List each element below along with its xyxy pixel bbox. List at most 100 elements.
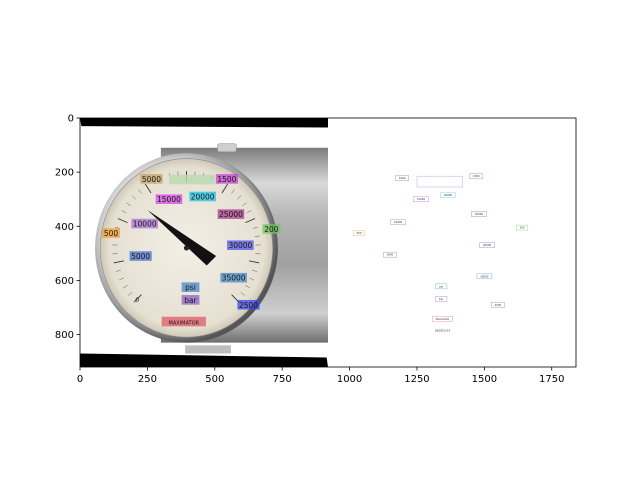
layout-box: 20000 [440, 192, 456, 198]
x-tick-label: 1750 [539, 374, 564, 385]
gauge-label-box: 500 [102, 228, 120, 238]
gauge-label-text: psi [185, 283, 196, 292]
y-tick-label: 600 [55, 276, 74, 287]
x-tick-label: 500 [205, 374, 224, 385]
layout-box-outline [516, 224, 529, 231]
gauge-label-box: bar [181, 295, 200, 305]
x-tick-label: 1000 [337, 374, 362, 385]
y-tick-label: 0 [68, 114, 74, 125]
gauge-label-bg [189, 191, 216, 202]
dial-tick [115, 269, 121, 272]
y-tick-label: 200 [55, 168, 74, 179]
layout-box: bar [435, 296, 448, 302]
gauge-label-text: MAXIMATOR [169, 321, 200, 327]
gauge-label-box: 25000 [217, 209, 245, 219]
gauge-label-text: bar [184, 296, 197, 305]
dial-tick [131, 195, 136, 200]
dial-tick [237, 195, 242, 200]
gauge-needle [147, 210, 217, 266]
layout-box-text: 1000 [399, 176, 406, 180]
layout-box-text: 200 [520, 226, 525, 230]
dial-tick [245, 218, 256, 224]
gauge-label-text: 5000 [142, 175, 161, 184]
gauge-label-box: 200 [262, 224, 281, 234]
layout-box-outline [435, 283, 448, 290]
gauge-label-text: 25000 [219, 210, 243, 219]
gauge-pipe [185, 345, 231, 354]
layout-box-text: 35000 [480, 274, 489, 278]
photo-border-top [80, 118, 328, 128]
gauge-label-bg [215, 174, 239, 184]
gauge-label-text: 1500 [217, 175, 236, 184]
layout-box-text: Maximator [436, 317, 451, 321]
layout-box: 35000 [476, 273, 493, 280]
layout-box-outline [413, 196, 429, 202]
gauge-label-text: 200 [264, 225, 279, 234]
dial-tick [249, 277, 254, 281]
gauge-photo: 0 5000 1500 15000 20000 10000 25000 500 200 30000… [80, 118, 328, 367]
layout-box: 10000 [390, 219, 406, 225]
dial-tick [240, 291, 245, 296]
layout-box-text: 15000 [417, 197, 426, 201]
layout-box-text: psi [439, 284, 443, 288]
dial-tick [119, 277, 124, 281]
gauge-label-text: 2500 [239, 301, 258, 310]
dial-band [168, 174, 215, 185]
dial-tick [246, 210, 252, 214]
layout-box-text: 10000 [394, 220, 403, 224]
gauge-label-bg [140, 174, 163, 184]
layout-box: Maximator [432, 316, 453, 322]
x-axis: 0 250 500 750 1000 1250 1500 1750 [77, 367, 564, 385]
gauge-label-box: MAXIMATOR [161, 316, 206, 327]
dial-tick [242, 202, 247, 207]
gauge-label-bg [217, 209, 245, 219]
gauge-label-box: 2500 [237, 299, 260, 310]
gauge-label-bg [131, 218, 158, 229]
layout-box-outline [432, 316, 453, 322]
layout-box-text: 1500 [473, 174, 480, 178]
dial-tick [113, 260, 124, 264]
dial-tick [248, 260, 260, 264]
gauge-label-text: 15000 [157, 195, 181, 204]
dial-zero-label: 0 [135, 297, 139, 304]
x-tick-label: 1500 [472, 374, 497, 385]
gauge-label-text: 10000 [133, 220, 157, 229]
layout-box: 883851314 [435, 328, 450, 332]
layout-box: 2500 [490, 302, 505, 308]
needle-hub [183, 245, 190, 251]
layout-box-outline [469, 173, 484, 179]
gauge-label-box: 20000 [189, 191, 216, 202]
dial-tick [252, 226, 258, 229]
layout-box: 5000 [383, 251, 397, 258]
layout-box-outline [390, 219, 406, 225]
x-tick-label: 250 [138, 374, 157, 385]
gauge-label-text: 35000 [222, 274, 246, 283]
gauge-label-box: psi [181, 282, 200, 292]
gauge-label-bg [102, 228, 120, 238]
layout-box-outline [353, 230, 365, 236]
dial-tick [245, 285, 250, 289]
layout-box: 30000 [479, 242, 495, 248]
layout-box-outline [383, 251, 397, 258]
gauge-label-bg [181, 282, 200, 292]
gauge-label-text: 5000 [131, 252, 150, 261]
layout-box-text: 5000 [387, 253, 394, 257]
layout-box-outline [479, 242, 495, 248]
gauge-knob [217, 143, 237, 153]
layout-box: 200 [516, 224, 529, 231]
layout-box-outline [490, 302, 505, 308]
x-tick-label: 0 [77, 374, 83, 385]
layout-box-text: 25000 [475, 212, 484, 216]
annotation-layout-panel: 1000 1500 15000 20000 25000 10000 500 200 30000 5… [353, 173, 529, 332]
dial-tick [221, 183, 229, 194]
gauge-label-box: 5000 [140, 174, 163, 184]
gauge-label-bg [129, 251, 152, 261]
y-tick-label: 400 [55, 222, 74, 233]
gauge-label-bg [220, 272, 247, 283]
gauge-label-box: 35000 [220, 272, 247, 283]
gauge-label-text: 500 [104, 229, 119, 238]
gauge-label-box: 1500 [215, 174, 239, 184]
gauge-label-text: 30000 [228, 241, 252, 250]
gauge-label-bg [262, 224, 281, 234]
